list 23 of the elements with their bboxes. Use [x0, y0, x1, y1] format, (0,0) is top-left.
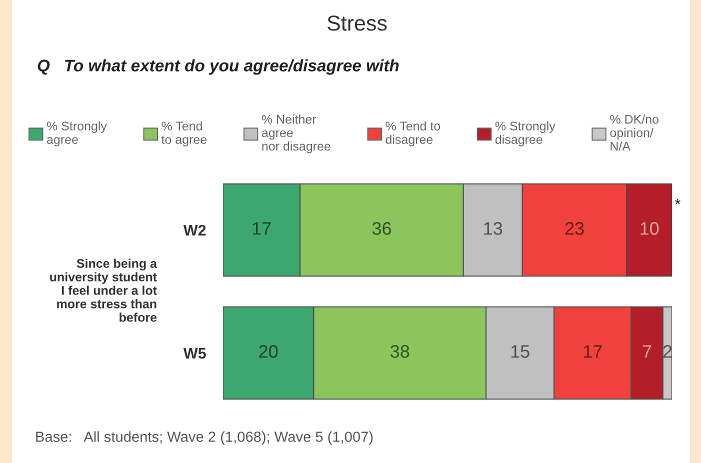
text: * — [674, 198, 680, 204]
data-label: 13 — [484, 222, 502, 235]
legend-label: % DK/no opinion/ N/A — [610, 114, 658, 151]
chart-title: Stress — [327, 16, 387, 31]
legend-label: % Tend to agree — [161, 121, 207, 146]
y-axis-title: Since being a university student I feel under a lot more stress than before — [50, 258, 158, 322]
data-label: 17 — [252, 222, 271, 235]
legend-label: % Strongly disagree — [495, 121, 556, 146]
data-label: 36 — [372, 222, 391, 235]
chart-subtitle: Q To what extent do you agree/disagree with — [38, 59, 399, 75]
y-tick-label: W5 — [183, 348, 206, 359]
data-label: 15 — [511, 345, 530, 358]
data-label: 23 — [565, 222, 584, 235]
y-tick-label: W2 — [183, 224, 206, 236]
data-label: 20 — [259, 345, 278, 358]
data-label: 38 — [390, 345, 410, 358]
data-label: 17 — [584, 345, 602, 358]
legend-label: % Neither agree nor disagree — [262, 114, 330, 154]
data-label: 10 — [640, 222, 659, 235]
legend-label: % Tend to disagree — [386, 121, 440, 146]
data-label: 7 — [642, 345, 652, 358]
legend-label: % Strongly agree — [46, 121, 107, 146]
annotation: Base: All students; Wave 2 (1,068); Wave 5 (1,007) — [36, 431, 373, 445]
